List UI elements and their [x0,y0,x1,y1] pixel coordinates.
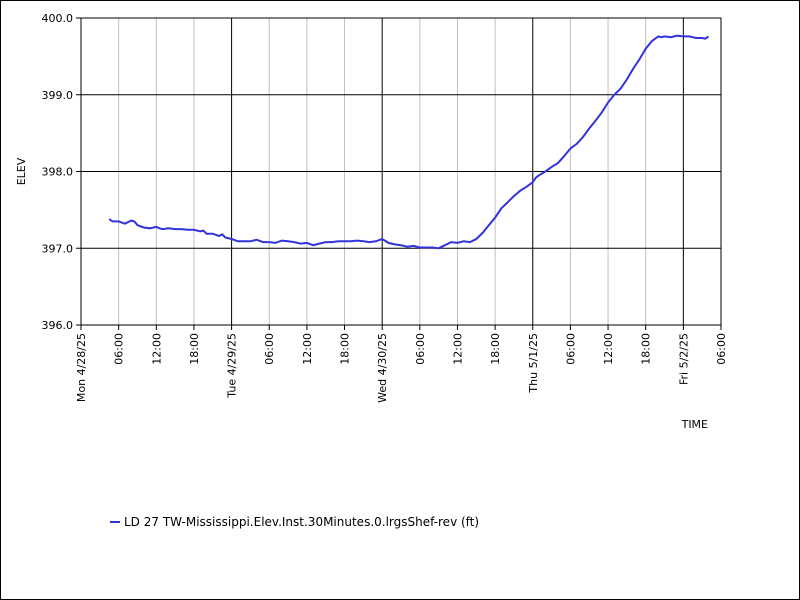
x-tick-label: Tue 4/29/25 [226,333,239,399]
series-line-elevation [108,34,710,250]
x-tick-label: 06:00 [564,333,577,365]
x-tick-label: 12:00 [451,333,464,365]
x-tick-label: 18:00 [640,333,653,365]
x-tick-label: 06:00 [113,333,126,365]
grid-lines [81,18,721,325]
x-axis-ticks: Mon 4/28/25 06:00 12:00 18:00 Tue 4/29/25 06:… [75,325,728,403]
x-tick-label: 12:00 [150,333,163,365]
x-tick-label: Thu 5/1/25 [527,333,540,394]
y-tick-label: 397.0 [42,242,74,255]
x-tick-label: 12:00 [301,333,314,365]
y-tick-label: 396.0 [42,319,74,332]
x-tick-label: 06:00 [414,333,427,365]
y-axis-label: ELEV [15,157,28,185]
legend-series-name: LD 27 TW-Mississippi.Elev.Inst.30Minutes… [124,515,479,529]
x-tick-label: Fri 5/2/25 [677,333,690,385]
x-tick-label: Wed 4/30/25 [376,333,389,403]
y-tick-label: 400.0 [42,12,74,25]
y-axis-ticks: 396.0 397.0 398.0 399.0 400.0 [42,12,81,332]
y-tick-label: 399.0 [42,89,74,102]
x-tick-label: 18:00 [489,333,502,365]
legend: LD 27 TW-Mississippi.Elev.Inst.30Minutes… [110,515,479,529]
x-tick-label: 06:00 [263,333,276,365]
x-axis-label: TIME [681,418,708,431]
x-tick-label: Mon 4/28/25 [75,333,88,402]
x-tick-label: 18:00 [339,333,352,365]
y-tick-label: 398.0 [42,166,74,179]
x-tick-label: 12:00 [602,333,615,365]
x-tick-label: 18:00 [188,333,201,365]
x-tick-label: 06:00 [715,333,728,365]
